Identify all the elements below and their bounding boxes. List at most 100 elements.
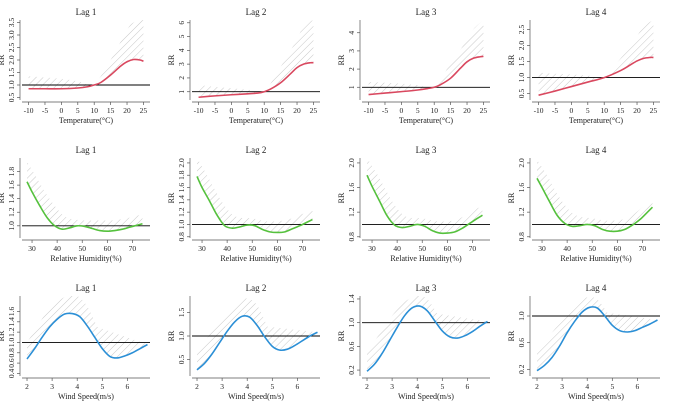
x-tick-label: -10: [534, 106, 544, 115]
rr-curve: [28, 58, 144, 90]
confidence-band: [197, 158, 313, 233]
y-axis-label: RR: [0, 54, 6, 65]
y-tick-label: 1.0: [7, 221, 16, 231]
y-tick-label: 6: [177, 21, 186, 25]
x-tick-label: 25: [650, 106, 658, 115]
x-tick-label: 30: [198, 244, 206, 253]
y-tick-label: 0.6: [7, 358, 16, 368]
x-tick-label: -5: [382, 106, 388, 115]
y-tick-label: 2.0: [177, 158, 186, 168]
panel-title: Lag 2: [246, 7, 267, 17]
plot-area: [532, 159, 660, 233]
panel-wind-lag-2: 2 3 4 5 6 0.5 1.0 1.5 Lag 2 Wind Speed(m/s) RR: [167, 283, 320, 401]
y-tick-label: 0.5: [7, 93, 16, 103]
x-tick-label: 4: [415, 382, 419, 391]
panel-temperature-lag-1: -10 -5 0 5 10 15 20 25 0.5 1.0 1.5 2.0 2.5 3.0 3.5 Lag …: [0, 7, 150, 125]
y-axis-label: RR: [337, 192, 346, 203]
y-tick-label: 1.0: [7, 338, 16, 348]
y-tick-label: 1.8: [7, 167, 16, 177]
y-tick-label: 1.0: [177, 331, 186, 341]
x-tick-label: 40: [563, 244, 571, 253]
rr-curve: [198, 61, 314, 99]
plot-area: [22, 296, 150, 360]
y-tick-label: 1.6: [517, 183, 526, 193]
x-tick-label: 10: [600, 106, 608, 115]
rr-curve: [26, 181, 143, 233]
x-tick-label: 70: [469, 244, 477, 253]
x-tick-label: 70: [129, 244, 137, 253]
panel-title: Lag 4: [586, 145, 607, 155]
y-axis-label: RR: [0, 192, 6, 203]
y-tick-label: 1.4: [7, 194, 16, 204]
panel-temperature-lag-4: -10 -5 0 5 10 15 20 25 0.5 1.0 1.5 2.0 2.5 Lag 4 Tempe…: [507, 7, 660, 125]
rr-curve: [366, 174, 483, 235]
y-tick-label: 0.5: [517, 89, 526, 99]
x-tick-label: 70: [639, 244, 647, 253]
x-axis-label: Wind Speed(m/s): [568, 392, 624, 401]
y-tick-label: 1.2: [7, 207, 16, 217]
x-tick-label: 20: [463, 106, 471, 115]
x-tick-label: 5: [100, 382, 104, 391]
x-tick-label: 20: [633, 106, 641, 115]
panel-title: Lag 4: [586, 7, 607, 17]
y-tick-label: 1.6: [177, 183, 186, 193]
x-tick-label: 15: [277, 106, 285, 115]
y-tick-label: 0.8: [347, 232, 356, 242]
y-tick-label: 3: [347, 49, 356, 53]
x-tick-label: 10: [430, 106, 438, 115]
x-tick-label: 60: [444, 244, 452, 253]
panel-wind-lag-4: 2 3 4 5 6 0.2 0.6 1.0 Lag 4 Wind Speed(m/s) RR: [507, 283, 660, 401]
x-tick-label: -10: [24, 106, 34, 115]
x-tick-label: 10: [90, 106, 98, 115]
y-tick-label: 2.5: [7, 43, 16, 53]
y-axis-label: RR: [167, 54, 176, 65]
x-tick-label: 15: [447, 106, 455, 115]
y-axis-label: RR: [337, 330, 346, 341]
panel-humidity-lag-2: 30 40 50 60 70 0.8 1.0 1.2 1.4 1.6 1.8 2.0 Lag 2 Rela…: [167, 145, 320, 263]
x-tick-label: 6: [636, 382, 640, 391]
rr-curve: [196, 176, 313, 234]
rr-curve: [368, 55, 484, 96]
y-tick-label: 0.8: [517, 232, 526, 242]
x-tick-label: 40: [393, 244, 401, 253]
y-tick-label: 0.2: [347, 365, 356, 375]
x-tick-label: 25: [480, 106, 488, 115]
y-axis-label: RR: [507, 54, 516, 65]
x-tick-label: 0: [230, 106, 234, 115]
y-tick-label: 0.2: [517, 364, 526, 374]
y-tick-label: 1.0: [347, 318, 356, 328]
y-tick-label: 1.2: [347, 207, 356, 217]
y-tick-label: 3.5: [7, 18, 16, 28]
y-axis-label: RR: [167, 330, 176, 341]
y-tick-label: 1.5: [517, 57, 526, 67]
y-tick-label: 1: [347, 85, 356, 89]
x-tick-label: 0: [570, 106, 574, 115]
x-tick-label: 30: [368, 244, 376, 253]
plot-area: [22, 20, 150, 90]
x-tick-label: 15: [107, 106, 115, 115]
x-tick-label: 5: [270, 382, 274, 391]
plot-area: [22, 161, 150, 233]
y-tick-label: 1.6: [7, 180, 16, 190]
y-tick-label: 4: [177, 48, 186, 52]
x-axis-label: Temperature(°C): [59, 116, 114, 125]
y-tick-label: 1.0: [517, 311, 526, 321]
x-tick-label: 5: [440, 382, 444, 391]
x-tick-label: 0: [60, 106, 64, 115]
y-tick-label: 2: [177, 76, 186, 80]
panel-wind-lag-3: 2 3 4 5 6 0.2 0.6 1.0 1.4 Lag 3 Wind Speed(m/s) RR: [337, 283, 490, 401]
x-tick-label: 5: [586, 106, 590, 115]
panel-title: Lag 1: [76, 7, 97, 17]
plot-area: [362, 296, 490, 372]
x-tick-label: 5: [76, 106, 80, 115]
x-axis-label: Wind Speed(m/s): [228, 392, 284, 401]
y-tick-label: 2.0: [517, 41, 526, 51]
y-tick-label: 1.4: [7, 317, 16, 327]
panel-title: Lag 2: [246, 145, 267, 155]
x-tick-label: -5: [212, 106, 218, 115]
x-tick-label: 20: [123, 106, 131, 115]
x-axis-label: Temperature(°C): [399, 116, 454, 125]
y-axis-label: RR: [337, 54, 346, 65]
confidence-band: [198, 20, 314, 98]
